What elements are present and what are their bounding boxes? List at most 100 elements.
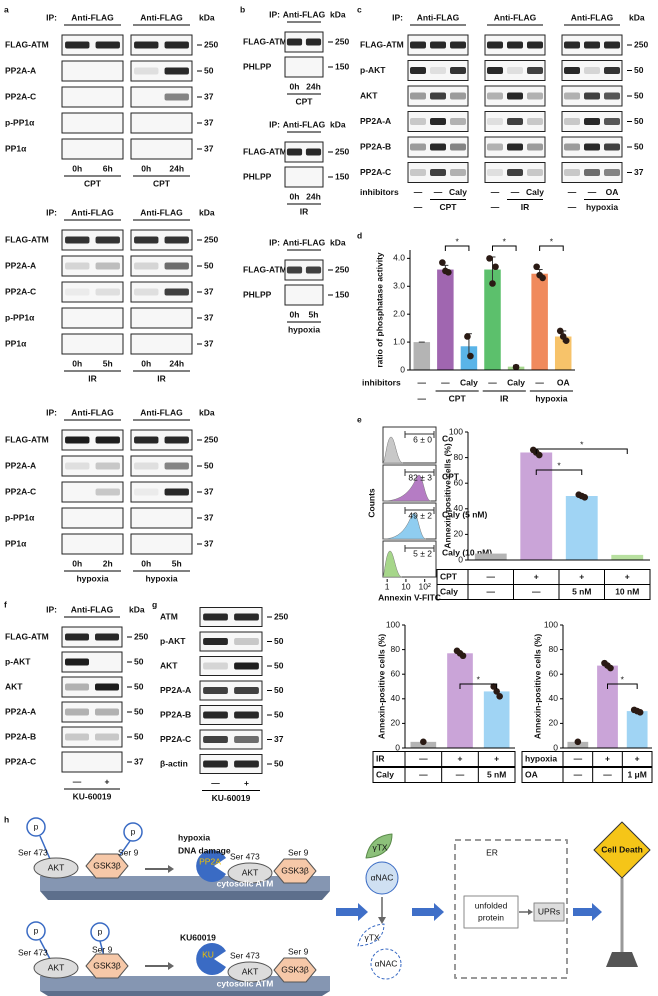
band [306,64,321,71]
flow-sample-label: Caly (5 nM) [442,509,488,519]
bar [437,269,454,370]
blot-box [284,259,324,281]
phospho-stem [39,835,51,860]
gtx-label: γTX [364,932,379,942]
band [65,236,90,244]
row-label: hypoxia [525,753,557,763]
marker-label: 250 [134,631,148,641]
arrow-head [528,909,533,915]
band [164,67,189,75]
blot-box [130,455,193,477]
panel-letter: h [4,814,9,824]
unfolded-box [463,895,519,929]
band [234,711,259,719]
lane-label: — [588,187,597,197]
blot-box [61,255,124,277]
data-point [581,493,589,501]
marker-label: 50 [634,141,644,151]
band [65,341,89,348]
site-label: Ser 9 [288,946,309,956]
phospho-stem [117,840,131,859]
band [134,288,159,296]
marker-label: 150 [335,61,349,71]
band [487,92,503,100]
band [95,708,119,716]
treatment-label: hypoxia [535,393,567,403]
marker-label: 50 [274,758,284,768]
data-point [467,352,474,360]
treatment-label: — [574,753,583,763]
band [584,118,600,125]
treatment-label: IR [157,373,166,383]
bar [484,269,501,370]
band [507,41,523,49]
blot-box [130,138,193,160]
akt-shape [227,862,273,884]
row-label: PP2A-C [360,167,391,177]
band [96,315,120,322]
y-tick-label: 1.0 [393,336,405,346]
treatment-label: + [625,571,630,581]
marker-label: 150 [335,171,349,181]
blot-box [61,481,124,503]
significance-label: * [557,460,561,470]
band [65,515,89,522]
lane-label: 0h [290,81,300,91]
gsk3b-label: GSK3β [281,865,309,875]
phospho-label: p [131,826,136,836]
data-point [486,255,493,262]
death-sign [593,821,651,879]
flow-sample-label: Co [442,433,453,443]
antibody-label: Anti-FLAG [283,237,326,247]
significance-label: * [621,674,625,684]
row-label: PP2A-C [5,486,36,496]
band [430,92,446,100]
band [410,92,426,100]
y-tick-label: 3.0 [393,281,405,291]
blot-box [199,729,263,750]
bar [483,691,510,748]
flow-value-label: 5 ± 2 [413,548,432,558]
band [306,174,321,181]
band [410,169,426,176]
band [604,41,620,49]
marker-label: 250 [204,234,218,244]
gsk3b-label: GSK3β [281,964,309,974]
band [305,38,322,46]
phospho-circle [26,921,46,941]
marker-label: 50 [134,681,144,691]
table-row [436,569,651,585]
row-label: FLAG-ATM [5,234,49,244]
antibody-label: Anti-FLAG [283,119,326,129]
treatment-label: CPT [84,178,102,188]
treatment-label: — [487,586,496,596]
band [134,436,159,444]
row-label: p-PP1α [5,312,35,322]
band [234,736,259,743]
ip-label: IP: [269,237,280,247]
flow-histogram [382,512,427,540]
band [430,41,446,49]
band [564,67,580,74]
row-label: FLAG-ATM [5,631,49,641]
band [287,292,302,299]
bar [413,342,431,370]
panel-letter: g [152,599,157,609]
treatment-label: CPT [449,393,467,403]
kda-label: kDa [199,12,215,22]
treatment-label: Caly [460,377,478,387]
phospho-label: p [34,925,39,935]
row-label: FLAG-ATM [243,264,287,274]
y-axis-label: Annexin-positive cells (%) [532,634,542,739]
row-label: IR [376,753,385,763]
treatment-label: — [488,377,497,387]
er-box [454,839,568,979]
band [134,67,159,75]
row-label: PP2A-B [360,141,391,151]
treatment-label: — [441,377,450,387]
blot-box [484,60,546,81]
band [234,638,259,645]
data-point [464,333,471,340]
band [65,708,89,716]
band [564,92,580,100]
